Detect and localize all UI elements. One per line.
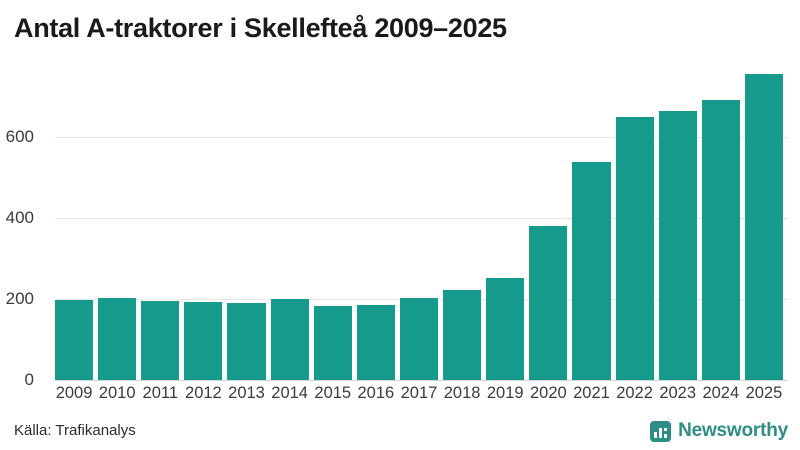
bar[interactable] xyxy=(227,302,266,380)
x-tick-label: 2024 xyxy=(702,384,740,402)
gridline xyxy=(55,380,788,381)
gridline xyxy=(55,217,788,219)
x-tick-label: 2025 xyxy=(745,384,783,402)
brand-name: Newsworthy xyxy=(678,420,788,441)
bar[interactable] xyxy=(744,74,783,380)
bar[interactable] xyxy=(141,301,180,380)
x-tick-label: 2010 xyxy=(98,384,136,402)
x-tick-label: 2017 xyxy=(400,384,438,402)
x-tick-label: 2016 xyxy=(357,384,395,402)
x-tick-label: 2012 xyxy=(185,384,222,402)
bars-layer xyxy=(55,60,788,380)
x-tick-label: 2021 xyxy=(573,384,610,402)
bar[interactable] xyxy=(486,277,525,380)
y-tick-label: 200 xyxy=(5,288,34,308)
bar[interactable] xyxy=(270,299,309,380)
x-tick-label: 2019 xyxy=(486,384,524,402)
newsworthy-logo[interactable]: Newsworthy xyxy=(650,420,788,442)
x-axis-tick-labels: 2009 2010 2011 2012 2013 2014 2015 2016 2017 2018… xyxy=(55,384,788,410)
bar[interactable] xyxy=(529,226,568,380)
x-tick-label: 2015 xyxy=(314,384,352,402)
source-note: Källa: Trafikanalys xyxy=(14,422,136,439)
chart-title: Antal A-traktorer i Skellefteå 2009–2025 xyxy=(14,13,507,43)
x-tick-label: 2011 xyxy=(142,384,179,402)
bar-chart-icon xyxy=(650,420,672,442)
bar[interactable] xyxy=(184,302,223,380)
x-tick-label: 2018 xyxy=(443,384,481,402)
chart-footer: Källa: Trafikanalys Newsworthy xyxy=(0,418,800,450)
bar[interactable] xyxy=(443,290,482,380)
x-tick-label: 2020 xyxy=(529,384,567,402)
y-tick-label: 600 xyxy=(5,126,34,146)
bar[interactable] xyxy=(399,298,439,380)
bar[interactable] xyxy=(55,300,94,380)
bar[interactable] xyxy=(658,110,697,380)
bar[interactable] xyxy=(98,297,137,380)
x-tick-label: 2009 xyxy=(55,384,93,402)
bar[interactable] xyxy=(701,99,740,380)
y-tick-label: 0 xyxy=(24,370,34,389)
x-tick-label: 2014 xyxy=(271,384,308,402)
y-tick-label: 400 xyxy=(5,207,34,227)
bar[interactable] xyxy=(313,305,352,380)
plot-area: 0 200 400 600 xyxy=(6,60,788,389)
x-tick-label: 2023 xyxy=(659,384,697,402)
x-tick-label: 2022 xyxy=(616,384,653,402)
bar[interactable] xyxy=(572,162,611,380)
bar[interactable] xyxy=(615,116,654,380)
gridline xyxy=(55,136,788,138)
bar[interactable] xyxy=(356,305,395,380)
x-tick-label: 2013 xyxy=(228,384,265,402)
